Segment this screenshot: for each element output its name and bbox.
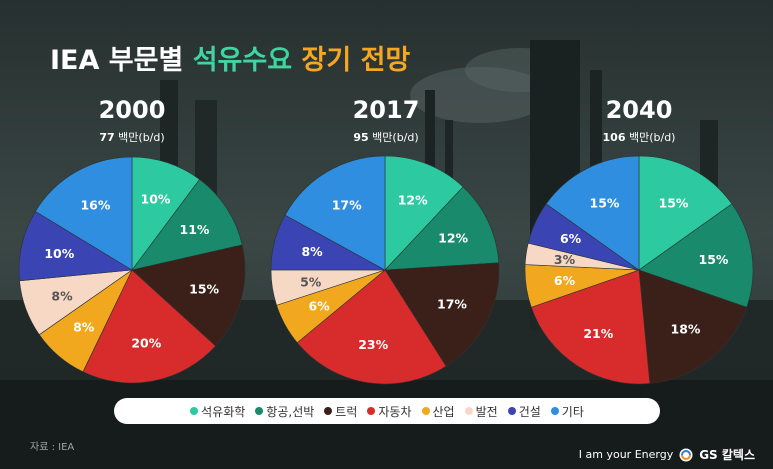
pie-slice-2017-3 <box>296 269 447 385</box>
slice-label-2040-3: 21% <box>583 326 613 341</box>
legend-label: 석유화학 <box>201 404 246 419</box>
page-title: IEA 부문별 석유수요 장기 전망 <box>50 38 410 77</box>
chart-2017-total-unit: 백만(b/d) <box>372 131 419 144</box>
source-note: 자료 : IEA <box>30 442 75 453</box>
pie-slice-2000-0 <box>131 156 201 271</box>
pie-chart-2017: 12% 12% 17% 23% 6% 5% 8% 17% <box>270 155 500 385</box>
slice-label-2040-7: 15% <box>590 196 620 211</box>
slice-label-2017-4: 6% <box>308 299 330 314</box>
chart-2040-total: 106 백만(b/d) <box>569 129 709 145</box>
pie-slice-2000-6 <box>18 211 133 282</box>
legend-swatch-icon <box>464 407 473 415</box>
slice-label-2017-0: 12% <box>398 193 428 208</box>
legend-swatch-icon <box>507 407 516 415</box>
chart-2040-total-unit: 백만(b/d) <box>628 131 676 144</box>
chart-2017-total: 95 백만(b/d) <box>316 129 456 145</box>
legend-item-4: 산업 <box>421 403 455 420</box>
legend-swatch-icon <box>550 407 559 415</box>
gs-logo-icon <box>679 448 693 461</box>
slice-label-2000-1: 11% <box>180 222 210 237</box>
legend-item-3: 자동차 <box>367 403 412 420</box>
pie-chart-2000: 10% 11% 15% 20% 8% 8% 10% 16% <box>18 156 246 384</box>
slice-label-2017-1: 12% <box>438 231 468 246</box>
legend-item-6: 건설 <box>507 403 541 420</box>
slice-label-2000-5: 8% <box>51 288 73 303</box>
slice-label-2040-5: 3% <box>554 252 576 267</box>
chart-2000-total: 77 백만(b/d) <box>62 129 202 145</box>
pie-slice-2040-0 <box>638 155 733 271</box>
title-part-3: 장기 전망 <box>301 45 411 76</box>
legend-item-7: 기타 <box>550 403 584 420</box>
legend-label: 기타 <box>561 404 584 419</box>
brand-slogan: I am your Energy <box>578 448 674 461</box>
legend-swatch-icon <box>255 407 264 415</box>
legend-label: 건설 <box>518 404 541 419</box>
legend-label: 발전 <box>475 404 498 419</box>
pie-slice-2017-0 <box>384 155 464 271</box>
legend-item-2: 트럭 <box>324 403 357 420</box>
slice-label-2017-6: 8% <box>301 244 323 259</box>
slice-label-2000-0: 10% <box>141 192 171 207</box>
legend-swatch-icon <box>421 407 430 415</box>
slice-label-2017-7: 17% <box>332 198 362 213</box>
slice-label-2000-4: 8% <box>73 319 95 334</box>
pie-slice-2000-2 <box>131 244 246 347</box>
pie-slice-2017-2 <box>384 262 500 367</box>
chart-2040-total-value: 106 <box>602 131 626 144</box>
pie-slice-2040-2 <box>638 269 748 384</box>
slice-label-2040-0: 15% <box>659 196 689 211</box>
slice-label-2040-1: 15% <box>699 252 729 267</box>
pie-slice-2017-7 <box>284 155 386 271</box>
pie-slice-2040-7 <box>545 155 640 271</box>
brand-footer: I am your Energy GS 칼텍스 <box>579 446 755 463</box>
slice-label-2040-6: 6% <box>560 231 582 246</box>
pie-slice-2000-3 <box>82 269 217 384</box>
legend-swatch-icon <box>367 407 376 415</box>
legend-item-5: 발전 <box>464 403 498 420</box>
legend-label: 자동차 <box>378 404 412 419</box>
legend-label: 산업 <box>432 404 455 419</box>
pie-slice-2000-7 <box>34 156 133 271</box>
slice-label-2000-3: 20% <box>131 336 161 351</box>
legend-label: 항공,선박 <box>266 404 315 419</box>
slice-label-2017-5: 5% <box>300 274 322 289</box>
legend-item-1: 항공,선박 <box>255 403 314 420</box>
title-part-2: 석유수요 <box>192 45 293 76</box>
slice-label-2040-2: 18% <box>671 322 701 337</box>
slice-label-2017-2: 17% <box>437 297 467 312</box>
brand-logo-text: GS 칼텍스 <box>699 448 755 462</box>
legend: 석유화학 항공,선박 트럭 자동차 산업 발전 건설 기타 <box>114 398 660 424</box>
slice-label-2000-2: 15% <box>189 281 219 296</box>
legend-item-0: 석유화학 <box>190 403 245 420</box>
pie-slice-2000-1 <box>131 179 243 271</box>
chart-2000-total-unit: 백만(b/d) <box>118 131 165 144</box>
chart-2000-total-value: 77 <box>99 131 115 144</box>
slice-label-2017-3: 23% <box>358 337 388 352</box>
title-part-1: IEA 부문별 <box>50 45 184 76</box>
chart-2040-year: 2040 <box>605 96 673 124</box>
slice-label-2000-6: 10% <box>44 246 74 261</box>
pie-slice-2040-1 <box>638 203 754 308</box>
legend-label: 트럭 <box>335 404 358 419</box>
legend-swatch-icon <box>190 407 199 415</box>
chart-2017-total-value: 95 <box>353 131 369 144</box>
legend-swatch-icon <box>324 407 333 415</box>
slice-label-2040-4: 6% <box>554 273 576 288</box>
slice-label-2000-7: 16% <box>80 198 110 213</box>
pie-slice-2017-1 <box>384 186 500 271</box>
pie-chart-2040: 15% 15% 18% 21% 6% 3% 6% 15% <box>524 155 754 385</box>
pie-slice-2040-3 <box>530 269 651 385</box>
chart-2017-year: 2017 <box>352 96 420 124</box>
chart-2000-year: 2000 <box>98 96 166 124</box>
